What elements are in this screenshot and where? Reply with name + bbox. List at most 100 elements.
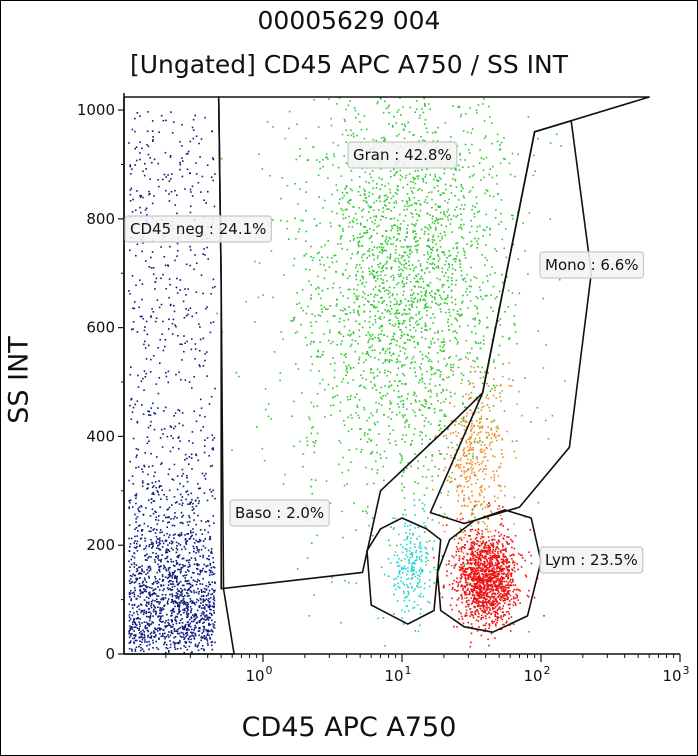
event-dot [181, 593, 183, 595]
event-dot [436, 179, 438, 182]
event-dot [174, 324, 176, 326]
event-dot [158, 485, 161, 487]
event-dot [358, 185, 361, 188]
event-dot [490, 421, 493, 423]
event-dot [407, 570, 409, 572]
event-dot [414, 527, 416, 529]
event-dot [474, 462, 477, 465]
event-dot [164, 151, 167, 154]
event-dot [343, 319, 345, 322]
event-dot [375, 199, 378, 202]
event-dot [200, 595, 203, 597]
event-dot [462, 247, 465, 250]
event-dot [135, 634, 137, 636]
event-dot [419, 263, 422, 265]
event-dot [537, 330, 540, 332]
event-dot [454, 167, 457, 170]
event-dot [480, 157, 483, 159]
event-dot [425, 417, 427, 419]
event-dot [148, 555, 150, 558]
event-dot [160, 560, 162, 563]
event-dot [148, 601, 150, 604]
event-dot [402, 572, 404, 574]
event-dot [146, 627, 148, 629]
event-dot [389, 170, 392, 172]
event-dot [176, 194, 178, 196]
event-dot [211, 464, 214, 467]
event-dot [384, 359, 387, 361]
event-dot [368, 248, 371, 250]
event-dot [496, 133, 499, 136]
event-dot [131, 211, 134, 213]
event-dot [129, 618, 132, 620]
event-dot [411, 223, 413, 225]
event-dot [434, 173, 436, 176]
event-dot [462, 420, 465, 422]
event-dot [528, 631, 530, 633]
event-dot [395, 303, 398, 306]
event-dot [430, 340, 432, 343]
event-dot [167, 576, 170, 579]
event-dot [160, 303, 163, 306]
event-dot [190, 651, 193, 654]
event-dot [487, 459, 489, 462]
event-dot [353, 237, 356, 240]
event-dot [414, 209, 417, 211]
event-dot [399, 300, 402, 302]
event-dot [149, 569, 152, 571]
event-dot [446, 201, 449, 204]
event-dot [319, 263, 322, 266]
event-dot [469, 437, 472, 439]
event-dot [129, 634, 132, 637]
event-dot [341, 381, 343, 383]
event-dot [155, 552, 157, 555]
event-dot [474, 370, 476, 373]
event-dot [395, 588, 397, 591]
event-dot [128, 580, 131, 582]
event-dot [471, 512, 473, 514]
event-dot [496, 183, 498, 185]
event-dot [340, 243, 342, 245]
event-dot [450, 565, 453, 567]
event-dot [429, 438, 431, 440]
event-dot [416, 219, 418, 222]
event-dot [333, 254, 335, 257]
event-dot [425, 557, 427, 560]
event-dot [186, 533, 188, 535]
event-dot [463, 500, 465, 502]
event-dot [194, 618, 196, 621]
event-dot [202, 604, 204, 606]
event-dot [306, 440, 309, 443]
event-dot [364, 190, 366, 192]
event-dot [375, 460, 377, 463]
event-dot [374, 336, 376, 339]
event-dot [336, 394, 339, 397]
event-dot [445, 297, 447, 300]
event-dot [397, 260, 400, 262]
event-dot [490, 306, 492, 309]
event-dot [202, 590, 205, 593]
event-dot [311, 313, 313, 315]
event-dot [378, 266, 381, 268]
event-dot [143, 174, 146, 177]
event-dot [472, 359, 474, 362]
event-dot [417, 273, 420, 275]
event-dot [492, 470, 495, 473]
event-dot [443, 457, 446, 460]
event-dot [466, 445, 469, 448]
event-dot [452, 178, 454, 180]
event-dot [471, 244, 473, 246]
event-dot [480, 415, 483, 418]
event-dot [441, 284, 444, 286]
event-dot [128, 500, 130, 502]
event-dot [400, 455, 403, 457]
event-dot [390, 275, 392, 278]
event-dot [463, 504, 466, 507]
event-dot [164, 632, 166, 635]
event-dot [383, 136, 385, 139]
event-dot [288, 238, 290, 240]
event-dot [324, 199, 326, 202]
event-dot [146, 442, 149, 445]
event-dot [157, 179, 159, 181]
event-dot [167, 634, 169, 636]
